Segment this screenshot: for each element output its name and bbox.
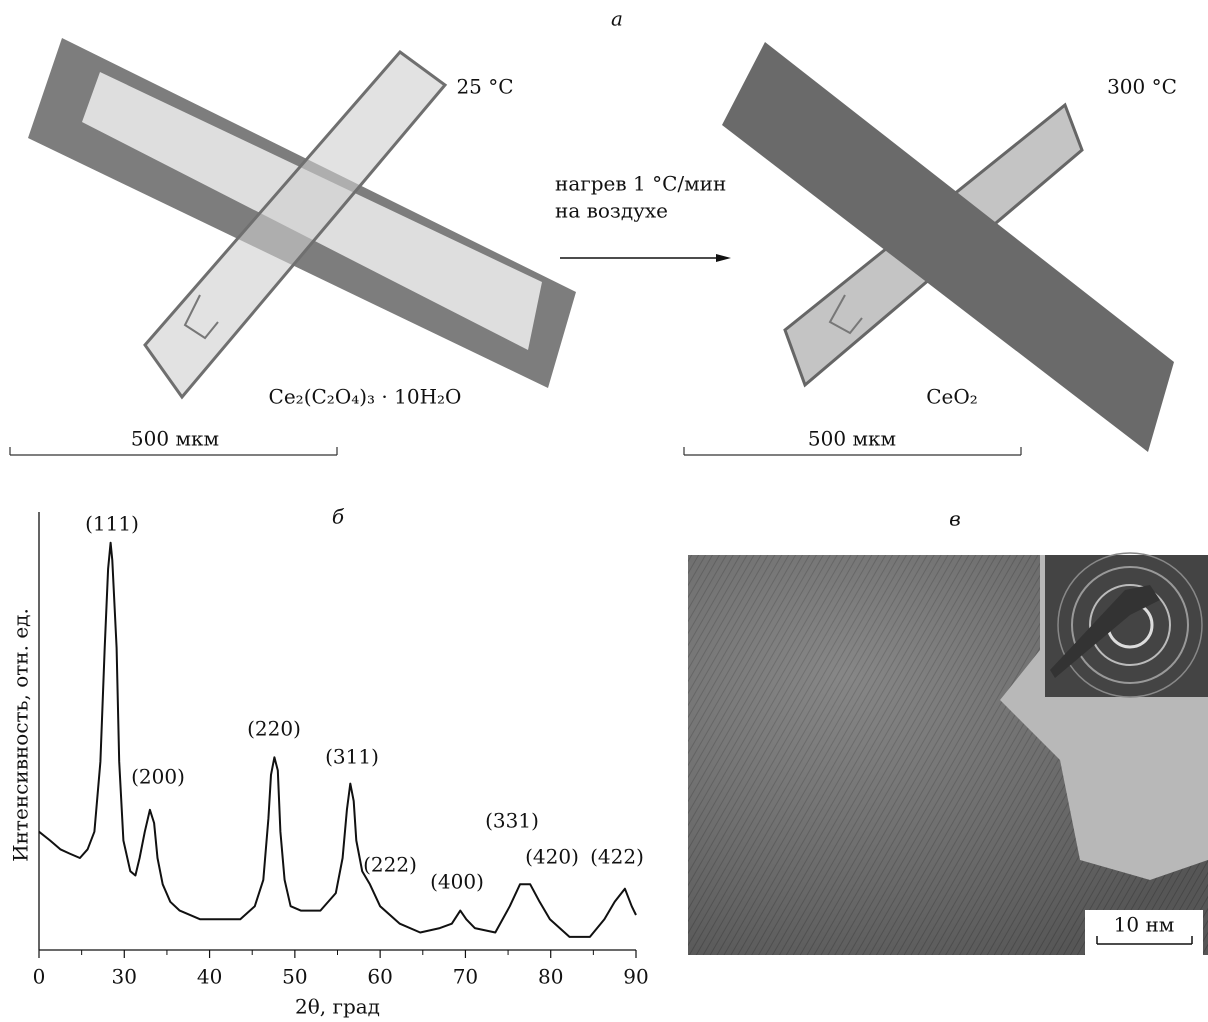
peak-label: (311) (325, 745, 379, 769)
peak-label: (222) (363, 853, 417, 877)
arrow-label: на воздухе (555, 199, 668, 223)
formula-label: Ce₂(C₂O₄)₃ · 10H₂O (269, 385, 462, 409)
panel-label: б (332, 505, 345, 529)
scale-bar (9, 447, 1022, 456)
xrd-curve (38, 541, 637, 938)
temperature-label: 300 °C (1107, 75, 1177, 99)
x-tick-label: 50 (282, 965, 307, 989)
x-tick-label: 80 (538, 965, 563, 989)
y-axis-title: Интенсивность, отн. ед. (9, 608, 33, 862)
scale-label: 500 мкм (131, 427, 219, 451)
x-tick-label: 0 (33, 965, 46, 989)
x-tick-label: 60 (367, 965, 392, 989)
x-tick-label: 40 (197, 965, 222, 989)
peak-label: (331) (485, 809, 539, 833)
peak-label: (111) (85, 512, 139, 536)
formula-label: CeO₂ (926, 385, 978, 409)
x-tick-label: 90 (623, 965, 648, 989)
x-tick-label: 30 (112, 965, 137, 989)
panel-label: а (611, 7, 623, 31)
crystal-photo-right (722, 42, 1174, 452)
panel-label: в (949, 507, 961, 531)
tem-image (688, 552, 1208, 955)
x-tick-label: 70 (453, 965, 478, 989)
x-axis-title: 2θ, град (295, 995, 380, 1019)
temperature-label: 25 °C (456, 75, 513, 99)
crystal-photo-left (28, 38, 576, 400)
arrow-label: нагрев 1 °C/мин (555, 172, 726, 196)
peak-label: (200) (131, 765, 185, 789)
scale-label: 10 нм (1114, 913, 1175, 937)
arrow (560, 254, 731, 262)
peak-label: (422) (590, 845, 644, 869)
peak-label: (420) (525, 845, 579, 869)
peak-label: (220) (247, 717, 301, 741)
scale-label: 500 мкм (808, 427, 896, 451)
peak-label: (400) (430, 870, 484, 894)
xrd-chart: 0 30 40 50 60 70 80 90 2θ, град Интенсивность, от… (9, 512, 649, 1019)
